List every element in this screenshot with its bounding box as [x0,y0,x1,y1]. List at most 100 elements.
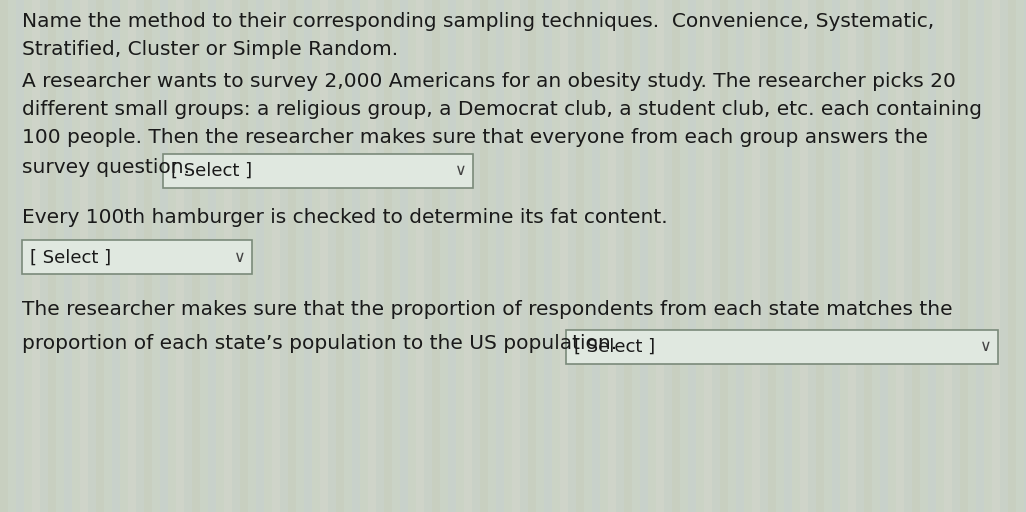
Bar [256,0,264,512]
Bar [728,0,736,512]
Bar [112,0,120,512]
Bar [512,0,520,512]
Bar [936,0,944,512]
FancyBboxPatch shape [163,154,473,187]
Bar [88,0,96,512]
Text: Every 100th hamburger is checked to determine its fat content.: Every 100th hamburger is checked to dete… [22,208,668,227]
Text: [ Select ]: [ Select ] [171,162,252,180]
Bar [849,0,856,512]
Bar [264,0,272,512]
Bar [576,0,584,512]
Bar [864,0,872,512]
Text: 100 people. Then the researcher makes sure that everyone from each group answers: 100 people. Then the researcher makes su… [22,128,928,147]
Bar [320,0,328,512]
Bar [224,0,232,512]
Bar [624,0,632,512]
Bar [704,0,712,512]
Text: ∨: ∨ [234,250,246,265]
Bar [272,0,280,512]
Bar [736,0,744,512]
Bar [312,0,320,512]
Bar [376,0,384,512]
Bar [872,0,880,512]
Bar [104,0,112,512]
Bar [792,0,800,512]
Bar [472,0,480,512]
Bar [192,0,200,512]
Bar [400,0,408,512]
Bar [672,0,680,512]
Bar [48,0,56,512]
Bar [952,0,960,512]
Bar [200,0,208,512]
Bar [880,0,887,512]
Bar [184,0,192,512]
Bar [824,0,832,512]
Bar [384,0,392,512]
Bar [976,0,984,512]
Bar [712,0,720,512]
Text: A researcher wants to survey 2,000 Americans for an obesity study. The researche: A researcher wants to survey 2,000 Ameri… [22,72,956,91]
Bar [768,0,776,512]
Bar [744,0,752,512]
Bar [40,0,48,512]
Bar [856,0,864,512]
Text: survey question.: survey question. [22,158,190,177]
Bar [528,0,536,512]
Bar [1024,0,1026,512]
Bar [560,0,568,512]
Bar [16,0,24,512]
Bar [1000,0,1008,512]
Bar [152,0,160,512]
Bar [352,0,360,512]
Bar [464,0,472,512]
Bar [920,0,928,512]
Bar [208,0,216,512]
Bar [760,0,768,512]
Bar [120,0,128,512]
Bar [160,0,168,512]
Bar [448,0,456,512]
Bar [608,0,616,512]
Bar [496,0,504,512]
Bar [144,0,152,512]
Bar [344,0,352,512]
Bar [984,0,992,512]
Bar [1016,0,1024,512]
Bar [632,0,640,512]
Bar [232,0,240,512]
Bar [896,0,904,512]
Bar [816,0,824,512]
Bar [904,0,912,512]
Bar [664,0,672,512]
Bar [504,0,512,512]
Text: proportion of each state’s population to the US population.: proportion of each state’s population to… [22,334,617,353]
Bar [416,0,424,512]
Bar [80,0,88,512]
Bar [944,0,952,512]
Bar [328,0,336,512]
Text: [ Select ]: [ Select ] [30,248,111,266]
Bar [72,0,80,512]
Text: ∨: ∨ [980,339,992,354]
FancyBboxPatch shape [566,330,998,364]
Bar [64,0,72,512]
Bar [1008,0,1016,512]
Bar [832,0,840,512]
Text: Stratified, Cluster or Simple Random.: Stratified, Cluster or Simple Random. [22,40,398,59]
Bar [280,0,288,512]
Bar [0,0,8,512]
Bar [432,0,440,512]
Bar [600,0,608,512]
Bar [288,0,295,512]
Bar [168,0,176,512]
Bar [56,0,64,512]
Bar [584,0,592,512]
Text: ∨: ∨ [455,163,467,178]
Bar [552,0,560,512]
Bar [408,0,416,512]
Text: Name the method to their corresponding sampling techniques.  Convenience, System: Name the method to their corresponding s… [22,12,935,31]
Bar [336,0,344,512]
Bar [248,0,256,512]
Bar [304,0,312,512]
